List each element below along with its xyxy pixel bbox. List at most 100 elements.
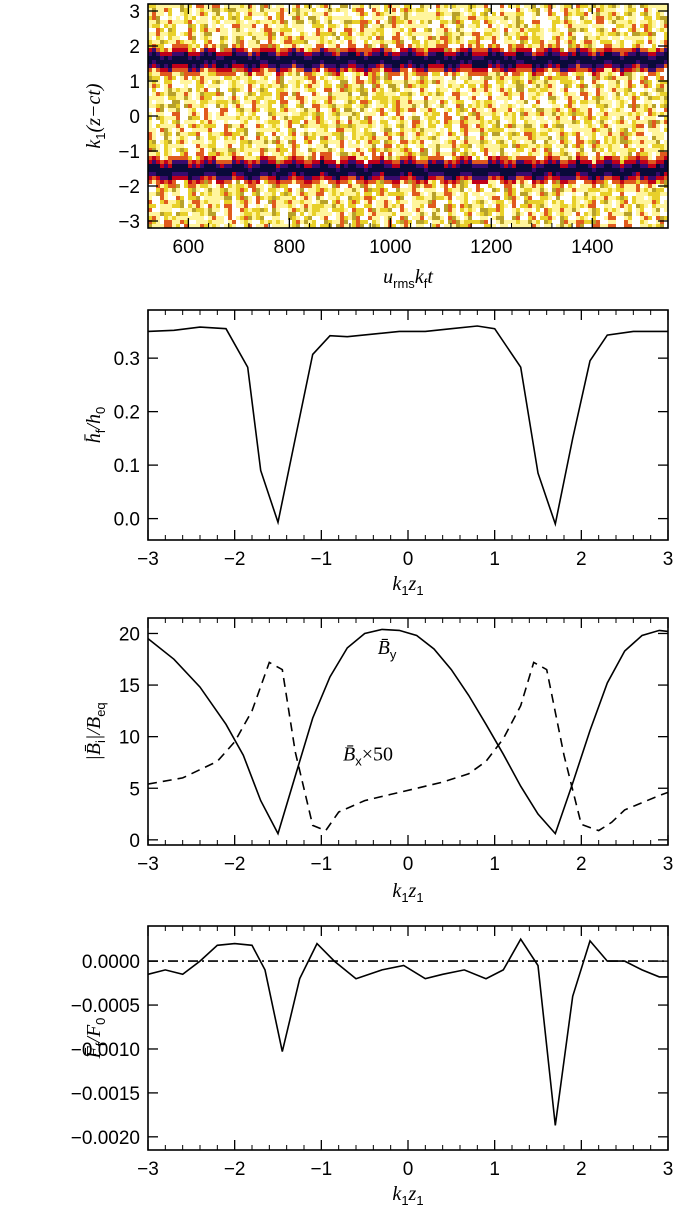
heatmap-cell — [208, 32, 213, 37]
heatmap-cell — [164, 132, 169, 137]
heatmap-cell — [392, 200, 397, 205]
heatmap-cell — [476, 76, 481, 81]
heatmap-cell — [280, 208, 285, 213]
heatmap-cell — [464, 56, 469, 61]
heatmap-cell — [156, 172, 161, 177]
heatmap-cell — [184, 8, 189, 13]
heatmap-cell — [384, 100, 389, 105]
heatmap-cell — [332, 16, 337, 21]
heatmap-cell — [292, 24, 297, 29]
heatmap-cell — [204, 160, 209, 165]
heatmap-cell — [164, 16, 169, 21]
heatmap-cell — [364, 212, 369, 217]
heatmap-cell — [356, 96, 361, 101]
heatmap-cell — [368, 20, 373, 25]
heatmap-cell — [220, 40, 225, 45]
heatmap-cell — [436, 24, 441, 29]
heatmap-cell — [276, 224, 281, 228]
heatmap-cell — [416, 104, 421, 109]
heatmap-cell — [152, 116, 157, 121]
heatmap-cell — [188, 136, 193, 141]
heatmap-cell — [148, 88, 153, 93]
heatmap-cell — [396, 84, 401, 89]
heatmap-cell — [304, 40, 309, 45]
heatmap-cell — [500, 188, 505, 193]
heatmap-cell — [320, 20, 325, 25]
heatmap-cell — [428, 148, 433, 153]
heatmap-cell — [432, 96, 437, 101]
heatmap-cell — [464, 204, 469, 209]
heatmap-cell — [240, 8, 245, 13]
heatmap-cell — [476, 112, 481, 117]
heatmap-cell — [340, 88, 345, 93]
heatmap-cell — [308, 144, 313, 149]
heatmap-cell — [248, 140, 253, 145]
heatmap-cell — [472, 148, 477, 153]
heatmap-cell — [416, 48, 421, 53]
heatmap-cell — [372, 176, 377, 181]
heatmap-cell — [412, 12, 417, 17]
heatmap-cell — [496, 100, 501, 105]
heatmap-cell — [268, 224, 273, 228]
heatmap-cell — [344, 40, 349, 45]
heatmap-cell — [296, 84, 301, 89]
heatmap-cell — [212, 120, 217, 125]
heatmap-cell — [388, 120, 393, 125]
heatmap-cell — [348, 212, 353, 217]
heatmap-cell — [192, 180, 197, 185]
heatmap-cell — [204, 88, 209, 93]
heatmap-cell — [368, 108, 373, 113]
heatmap-cell — [388, 24, 393, 29]
heatmap-cell — [408, 108, 413, 113]
heatmap-cell — [356, 148, 361, 153]
heatmap-cell — [212, 192, 217, 197]
heatmap-cell — [248, 60, 253, 65]
heatmap-cell — [180, 148, 185, 153]
heatmap-cell — [312, 76, 317, 81]
heatmap-cell — [244, 28, 249, 33]
heatmap-cell — [172, 172, 177, 177]
heatmap-cell — [276, 100, 281, 105]
heatmap-cell — [352, 212, 357, 217]
heatmap-cell — [376, 184, 381, 189]
heatmap-cell — [156, 152, 161, 157]
heatmap-cell — [316, 196, 321, 201]
heatmap-cell — [376, 104, 381, 109]
heatmap-cell — [472, 204, 477, 209]
heatmap-cell — [484, 132, 489, 137]
heatmap-cell — [300, 112, 305, 117]
heatmap-cell — [460, 60, 465, 65]
heatmap-cell — [384, 144, 389, 149]
heatmap-cell — [308, 156, 313, 161]
heatmap-cell — [308, 92, 313, 97]
heatmap-cell — [460, 220, 465, 225]
heatmap-cell — [348, 112, 353, 117]
heatmap-cell — [156, 140, 161, 145]
heatmap-cell — [408, 60, 413, 65]
heatmap-cell — [484, 44, 489, 49]
heatmap-cell — [360, 84, 365, 89]
heatmap-cell — [432, 16, 437, 21]
heatmap-cell — [252, 208, 257, 213]
heatmap-cell — [164, 44, 169, 49]
heatmap-cell — [324, 128, 329, 133]
heatmap-cell — [248, 196, 253, 201]
heatmap-cell — [148, 24, 153, 29]
heatmap-cell — [216, 92, 221, 97]
heatmap-cell — [312, 24, 317, 29]
heatmap-cell — [208, 64, 213, 69]
heatmap-cell — [200, 112, 205, 117]
heatmap-cell — [428, 24, 433, 29]
heatmap-cell — [376, 88, 381, 93]
heatmap-cell — [164, 164, 169, 169]
heatmap-cell — [208, 180, 213, 185]
heatmap-cell — [360, 220, 365, 225]
heatmap-cell — [488, 136, 493, 141]
heatmap-cell — [440, 128, 445, 133]
heatmap-cell — [236, 168, 241, 173]
heatmap-cell — [356, 44, 361, 49]
heatmap-cell — [232, 156, 237, 161]
heatmap-cell — [288, 48, 293, 53]
heatmap-cell — [348, 176, 353, 181]
heatmap-cell — [160, 132, 165, 137]
